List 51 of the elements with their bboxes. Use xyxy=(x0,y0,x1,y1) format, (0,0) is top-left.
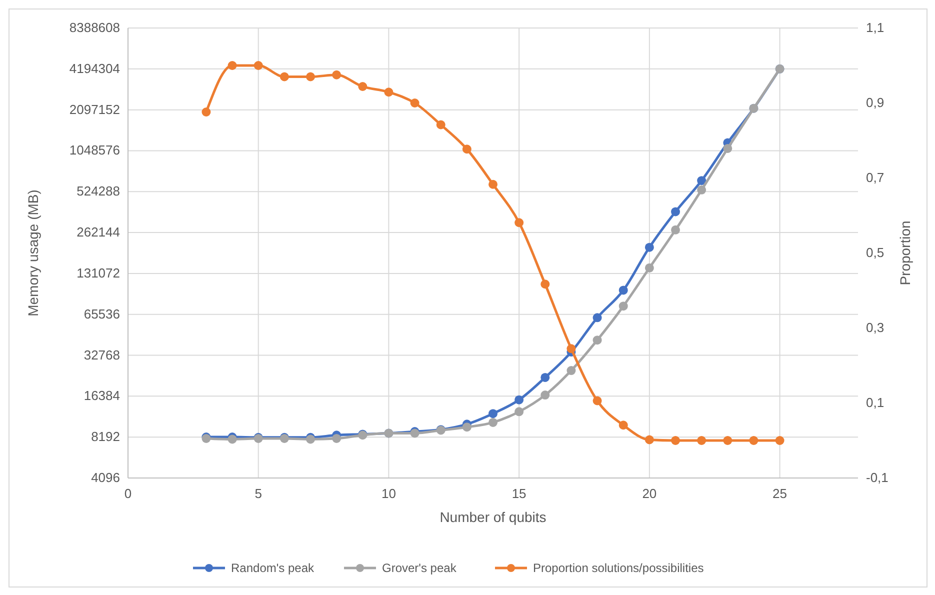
point xyxy=(697,176,706,186)
point xyxy=(592,336,602,345)
y2-tick-label: 0,1 xyxy=(866,395,884,410)
point xyxy=(592,313,602,322)
x-tick-label: 5 xyxy=(254,486,262,501)
y2-tick-label: 0,9 xyxy=(866,95,884,110)
x-tick-label: 15 xyxy=(512,486,526,501)
y2-tick-label: 0,3 xyxy=(866,320,884,335)
point xyxy=(697,185,706,194)
point xyxy=(618,286,628,295)
y-tick-label: 16384 xyxy=(84,388,120,404)
x-tick-label: 20 xyxy=(642,486,657,501)
point xyxy=(644,263,654,272)
y-tick-label: 8192 xyxy=(91,429,120,444)
point xyxy=(671,207,680,216)
x-tick-label: 25 xyxy=(772,486,788,501)
legend-label: Random's peak xyxy=(231,561,316,575)
y-tick-label: 1048576 xyxy=(69,142,120,158)
point xyxy=(723,144,732,153)
y2-tick-label: -0,1 xyxy=(866,470,888,485)
y-tick-label: 8388608 xyxy=(69,20,120,35)
y-tick-label: 2097152 xyxy=(69,102,120,117)
point xyxy=(566,366,576,376)
point xyxy=(671,225,680,234)
point xyxy=(332,434,342,443)
x-tick-label: 0 xyxy=(124,486,132,501)
y-tick-label: 524288 xyxy=(76,184,120,199)
y-tick-label: 32768 xyxy=(84,347,120,362)
x-axis-title: Number of qubits xyxy=(440,509,546,525)
y-axis-title: Memory usage (MB) xyxy=(25,190,41,316)
y2-tick-label: 0,5 xyxy=(866,245,884,260)
y2-tick-label: 0,7 xyxy=(866,170,884,185)
x-tick-label: 10 xyxy=(381,486,396,501)
y-tick-label: 131072 xyxy=(76,265,120,280)
point xyxy=(488,409,498,418)
point xyxy=(540,390,550,400)
legend-label: Proportion solutions/possibilities xyxy=(533,561,704,575)
point xyxy=(644,242,654,252)
point xyxy=(540,372,550,382)
point xyxy=(488,418,498,427)
y-tick-label: 4194304 xyxy=(69,60,120,76)
y-tick-label: 65536 xyxy=(84,306,120,322)
y2-tick-label: 1,1 xyxy=(866,20,884,35)
point xyxy=(514,407,524,416)
y-tick-label: 4096 xyxy=(91,470,120,485)
point xyxy=(514,395,524,404)
y-tick-label: 262144 xyxy=(76,224,120,240)
legend-label: Grover's peak xyxy=(382,561,458,575)
point xyxy=(462,422,472,432)
point xyxy=(618,302,628,311)
y2-axis-title: Proportion xyxy=(897,220,913,286)
